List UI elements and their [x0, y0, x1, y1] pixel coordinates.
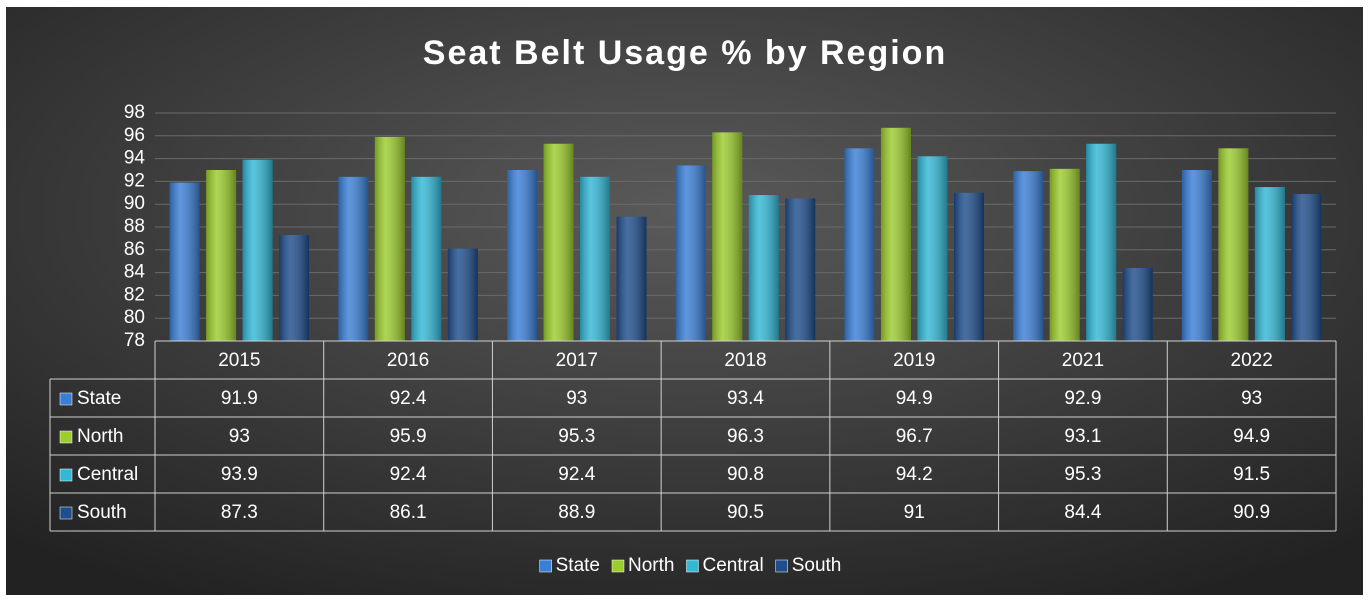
table-row-label: State	[77, 388, 121, 409]
table-cell: 90.9	[1233, 502, 1270, 523]
table-cell: 93.1	[1064, 426, 1101, 447]
bar-shade	[279, 234, 310, 341]
bar-shade	[338, 176, 369, 341]
legend-key	[686, 559, 699, 573]
bar-shade	[785, 198, 816, 341]
table-legend-key	[59, 506, 73, 520]
table-cell: 95.3	[558, 426, 595, 447]
bar-shade	[953, 192, 984, 341]
bar-shade	[880, 127, 911, 341]
bar-shade	[206, 170, 237, 341]
bar-shade	[616, 216, 647, 341]
table-row-label: North	[77, 426, 123, 447]
table-cell: 96.3	[727, 426, 764, 447]
bar-shade	[675, 165, 706, 341]
bar-shade	[1013, 171, 1044, 341]
table-cell: 96.7	[896, 426, 933, 447]
table-cell: 94.2	[896, 464, 933, 485]
y-tick-label: 86	[124, 239, 145, 260]
y-tick-label: 80	[124, 307, 145, 328]
table-cell: 93	[229, 426, 250, 447]
table-cell: 91	[904, 502, 925, 523]
bar-shade	[917, 156, 948, 341]
legend-label: North	[628, 555, 674, 576]
x-tick-label: 2018	[724, 350, 766, 371]
bar-shade	[712, 132, 743, 341]
x-tick-label: 2019	[893, 350, 935, 371]
table-cell: 93.4	[727, 388, 764, 409]
table-cell: 90.5	[727, 502, 764, 523]
bar-shade	[374, 136, 405, 341]
y-tick-label: 98	[124, 102, 145, 123]
y-tick-label: 94	[124, 148, 146, 169]
legend-label: Central	[702, 555, 763, 576]
table-cell: 86.1	[390, 502, 427, 523]
table-cell: 90.8	[727, 464, 764, 485]
table-legend-key	[59, 430, 73, 444]
x-tick-label: 2017	[556, 350, 598, 371]
legend-key	[611, 559, 625, 573]
table-cell: 93	[566, 388, 587, 409]
legend-label: South	[792, 555, 842, 576]
bar-shade	[1291, 193, 1322, 341]
bar-shade	[1218, 148, 1249, 341]
legend-key	[539, 559, 552, 573]
table-cell: 87.3	[221, 502, 258, 523]
table-cell: 92.4	[558, 464, 595, 485]
bar-shade	[1254, 187, 1285, 341]
chart-title: Seat Belt Usage % by Region	[423, 34, 947, 72]
legend-label: State	[556, 555, 600, 576]
bar-shade	[543, 143, 574, 341]
bar-shade	[1049, 168, 1080, 341]
table-cell: 93	[1241, 388, 1262, 409]
table-cell: 92.9	[1064, 388, 1101, 409]
table-cell: 91.9	[221, 388, 258, 409]
y-tick-label: 90	[124, 193, 145, 214]
table-cell: 95.9	[390, 426, 427, 447]
table-row-label: South	[77, 502, 127, 523]
bar-shade	[1181, 170, 1212, 341]
y-tick-label: 88	[124, 216, 145, 237]
y-tick-label: 84	[124, 262, 146, 283]
table-cell: 84.4	[1064, 502, 1101, 523]
table-row-label: Central	[77, 464, 138, 485]
y-tick-label: 96	[124, 125, 145, 146]
x-tick-label: 2022	[1231, 350, 1273, 371]
table-cell: 95.3	[1064, 464, 1101, 485]
bar-shade	[242, 159, 273, 341]
bar-shade	[507, 170, 538, 341]
table-cell: 92.4	[390, 388, 427, 409]
legend-key	[775, 559, 788, 573]
table-cell: 94.9	[1233, 426, 1270, 447]
table-legend-key	[59, 468, 73, 482]
table-legend-key	[59, 392, 73, 406]
x-tick-label: 2016	[387, 350, 429, 371]
table-cell: 94.9	[896, 388, 933, 409]
y-tick-label: 78	[124, 330, 145, 351]
bar-shade	[580, 176, 611, 341]
table-cell: 93.9	[221, 464, 258, 485]
x-tick-label: 2015	[218, 350, 260, 371]
bar-shade	[844, 148, 875, 341]
y-tick-label: 92	[124, 170, 145, 191]
bar-shade	[411, 176, 442, 341]
bar-shade	[447, 248, 478, 341]
table-cell: 88.9	[558, 502, 595, 523]
bar-shade	[169, 182, 200, 341]
table-cell: 91.5	[1233, 464, 1270, 485]
bar-shade	[748, 195, 779, 341]
bar-shade	[1122, 268, 1153, 341]
bar-shade	[1086, 143, 1117, 341]
x-tick-label: 2021	[1062, 350, 1104, 371]
y-tick-label: 82	[124, 284, 145, 305]
table-cell: 92.4	[390, 464, 427, 485]
